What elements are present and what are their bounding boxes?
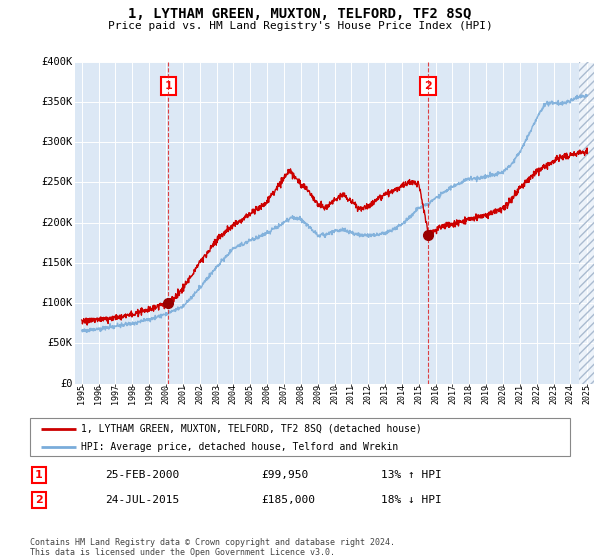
Text: 2006: 2006 bbox=[263, 384, 272, 404]
Text: 2000: 2000 bbox=[161, 384, 170, 404]
Text: 2005: 2005 bbox=[246, 384, 255, 404]
Text: Contains HM Land Registry data © Crown copyright and database right 2024.
This d: Contains HM Land Registry data © Crown c… bbox=[30, 538, 395, 557]
Text: 2016: 2016 bbox=[431, 384, 440, 404]
Text: 2020: 2020 bbox=[499, 384, 508, 404]
Bar bbox=[579, 62, 594, 384]
Text: 2003: 2003 bbox=[212, 384, 221, 404]
Text: 2013: 2013 bbox=[380, 384, 389, 404]
Text: £350K: £350K bbox=[41, 97, 73, 107]
Text: £300K: £300K bbox=[41, 137, 73, 147]
Text: 1999: 1999 bbox=[145, 384, 154, 404]
Text: 2: 2 bbox=[424, 81, 432, 91]
Text: 2010: 2010 bbox=[330, 384, 339, 404]
Text: 2024: 2024 bbox=[566, 384, 575, 404]
Text: 25-FEB-2000: 25-FEB-2000 bbox=[105, 470, 179, 480]
Text: 2008: 2008 bbox=[296, 384, 305, 404]
Text: 1: 1 bbox=[164, 81, 172, 91]
Text: 13% ↑ HPI: 13% ↑ HPI bbox=[381, 470, 442, 480]
Text: 1998: 1998 bbox=[128, 384, 137, 404]
Text: 2014: 2014 bbox=[397, 384, 406, 404]
Text: 2021: 2021 bbox=[515, 384, 524, 404]
Text: 2009: 2009 bbox=[313, 384, 322, 404]
Text: 2007: 2007 bbox=[280, 384, 289, 404]
Text: 2001: 2001 bbox=[178, 384, 187, 404]
Text: 2017: 2017 bbox=[448, 384, 457, 404]
Text: £250K: £250K bbox=[41, 178, 73, 188]
Text: 2018: 2018 bbox=[465, 384, 474, 404]
Text: 1: 1 bbox=[35, 470, 43, 480]
Text: £185,000: £185,000 bbox=[261, 495, 315, 505]
Text: 2002: 2002 bbox=[195, 384, 204, 404]
Text: £400K: £400K bbox=[41, 57, 73, 67]
Text: £50K: £50K bbox=[47, 338, 73, 348]
Text: 2019: 2019 bbox=[482, 384, 491, 404]
Text: £99,950: £99,950 bbox=[261, 470, 308, 480]
Text: 2025: 2025 bbox=[583, 384, 592, 404]
Text: 2022: 2022 bbox=[532, 384, 541, 404]
Text: 1, LYTHAM GREEN, MUXTON, TELFORD, TF2 8SQ: 1, LYTHAM GREEN, MUXTON, TELFORD, TF2 8S… bbox=[128, 7, 472, 21]
Text: £0: £0 bbox=[60, 379, 73, 389]
Text: 2012: 2012 bbox=[364, 384, 373, 404]
Text: £100K: £100K bbox=[41, 298, 73, 308]
Text: 2015: 2015 bbox=[414, 384, 423, 404]
Text: 18% ↓ HPI: 18% ↓ HPI bbox=[381, 495, 442, 505]
Text: 2004: 2004 bbox=[229, 384, 238, 404]
Text: £150K: £150K bbox=[41, 258, 73, 268]
Text: £200K: £200K bbox=[41, 218, 73, 227]
Text: 2023: 2023 bbox=[549, 384, 558, 404]
Text: Price paid vs. HM Land Registry's House Price Index (HPI): Price paid vs. HM Land Registry's House … bbox=[107, 21, 493, 31]
Text: 1996: 1996 bbox=[94, 384, 103, 404]
Text: 24-JUL-2015: 24-JUL-2015 bbox=[105, 495, 179, 505]
Text: 1997: 1997 bbox=[111, 384, 120, 404]
Text: HPI: Average price, detached house, Telford and Wrekin: HPI: Average price, detached house, Telf… bbox=[82, 442, 398, 452]
FancyBboxPatch shape bbox=[30, 418, 570, 456]
Text: 1, LYTHAM GREEN, MUXTON, TELFORD, TF2 8SQ (detached house): 1, LYTHAM GREEN, MUXTON, TELFORD, TF2 8S… bbox=[82, 424, 422, 434]
Text: 2: 2 bbox=[35, 495, 43, 505]
Text: 1995: 1995 bbox=[77, 384, 86, 404]
Text: 2011: 2011 bbox=[347, 384, 356, 404]
